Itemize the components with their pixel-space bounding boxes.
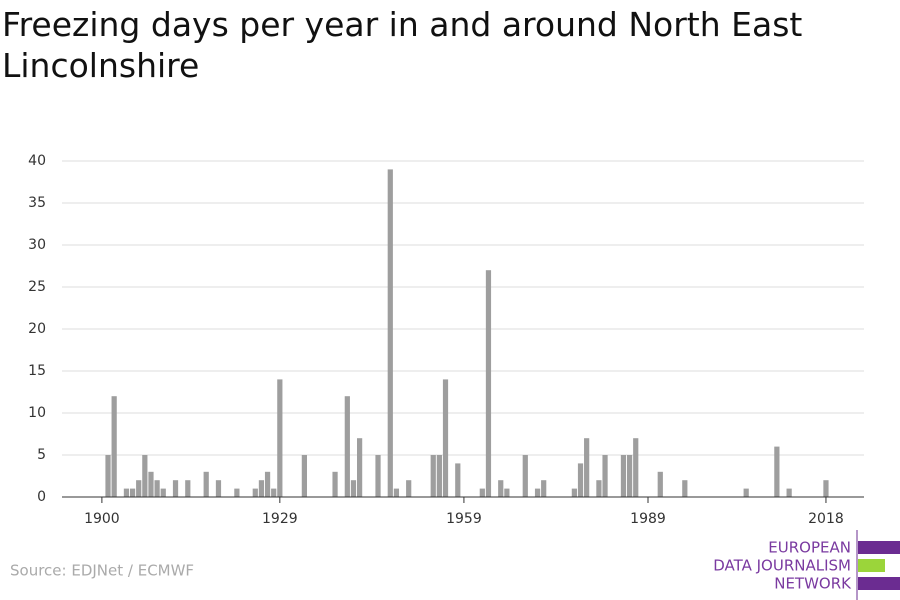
bar (387, 169, 393, 497)
bar (142, 455, 148, 497)
y-tick-label: 35 (28, 195, 46, 211)
bar (541, 480, 547, 497)
bar (774, 446, 780, 497)
bar (455, 463, 461, 497)
logo-bar (858, 559, 885, 572)
y-tick-label: 5 (37, 447, 46, 463)
bar (234, 488, 240, 497)
bar (271, 488, 277, 497)
bar (504, 488, 510, 497)
chart-title: Freezing days per year in and around Nor… (2, 5, 803, 85)
x-tick-label: 1929 (262, 511, 298, 527)
y-tick-label: 25 (28, 279, 46, 295)
bar (498, 480, 504, 497)
bar (215, 480, 222, 497)
bar (393, 488, 400, 497)
bar (577, 463, 584, 497)
bar (430, 455, 436, 497)
bar (633, 438, 639, 497)
bar (406, 480, 412, 497)
x-tick-label: 1959 (446, 511, 482, 527)
x-tick-label: 2018 (808, 511, 844, 527)
bar (203, 471, 209, 497)
bar (626, 455, 633, 497)
bar (571, 488, 577, 497)
bar (129, 488, 136, 497)
bar (252, 488, 258, 497)
bar (620, 455, 627, 497)
y-tick-label: 0 (37, 489, 46, 505)
bar (485, 270, 492, 497)
y-tick-label: 20 (28, 321, 46, 337)
bar (436, 455, 442, 497)
bar (534, 488, 541, 497)
bar (258, 480, 265, 497)
bar (301, 455, 307, 497)
y-tick-label: 10 (28, 405, 46, 421)
bar (584, 438, 590, 497)
bar (332, 471, 338, 497)
bar (823, 480, 829, 497)
source: Source: EDJNet / ECMWF (10, 562, 194, 580)
bar (350, 480, 357, 497)
logo-text: NETWORK (774, 575, 852, 593)
logo-text: EUROPEAN (768, 539, 851, 557)
bar (522, 455, 528, 497)
bar (277, 379, 283, 497)
logo-bar (858, 541, 900, 554)
logo-bar (858, 577, 900, 590)
bar (136, 480, 142, 497)
bar (602, 455, 608, 497)
x-tick-label: 1900 (84, 511, 120, 527)
bar (786, 488, 792, 497)
bar (743, 488, 749, 497)
bar (356, 438, 363, 497)
bar (105, 455, 111, 497)
y-tick-label: 40 (28, 153, 46, 169)
x-tick-label: 1989 (630, 511, 666, 527)
bar (172, 480, 179, 497)
bar (264, 471, 271, 497)
bar (344, 396, 350, 497)
bar (596, 480, 602, 497)
bar (657, 471, 663, 497)
y-tick-label: 15 (28, 363, 46, 379)
y-tick-label: 30 (28, 237, 46, 253)
logo-text: DATA JOURNALISM (713, 557, 851, 575)
bar (148, 471, 154, 497)
bar (682, 480, 688, 497)
bar (442, 379, 449, 497)
bar (185, 480, 191, 497)
bar (154, 480, 160, 497)
bar (375, 455, 381, 497)
bar (479, 488, 485, 497)
bar (111, 396, 117, 497)
bar (123, 488, 130, 497)
bar (160, 488, 166, 497)
